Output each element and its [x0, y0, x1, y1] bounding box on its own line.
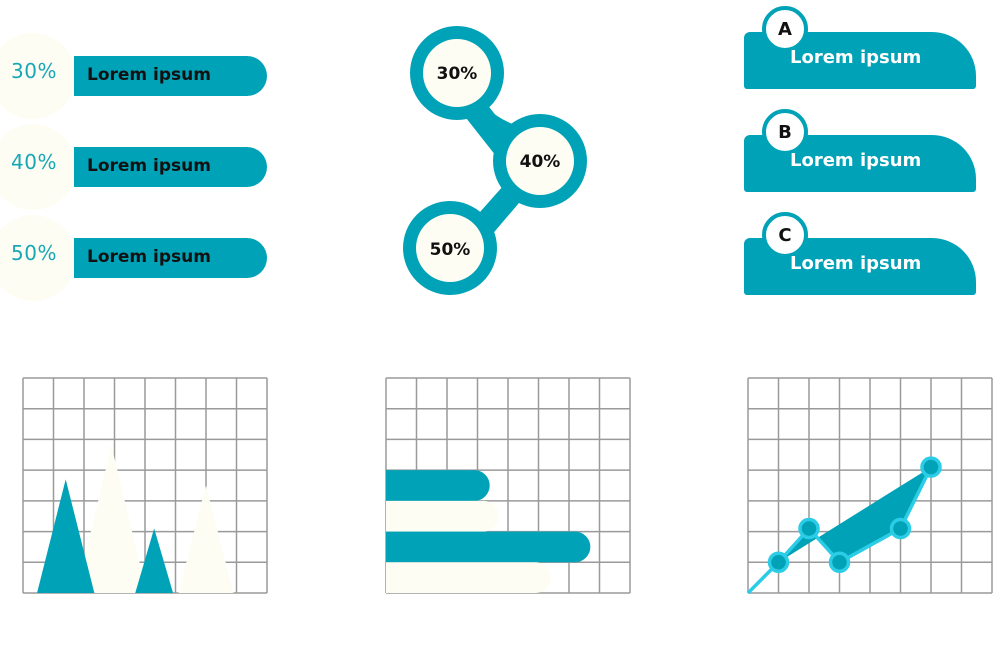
card-label: Lorem ipsum [790, 253, 922, 274]
bar-chart [385, 377, 631, 594]
percent-row: 40% Lorem ipsum [0, 124, 280, 210]
bar [386, 470, 490, 501]
card-b: B Lorem ipsum [744, 109, 976, 192]
percent-row: 30% Lorem ipsum [0, 33, 280, 119]
chain-disc [416, 214, 484, 282]
card-a: A Lorem ipsum [744, 6, 976, 89]
card-badge: A [762, 6, 808, 52]
chain-value: 40% [520, 152, 561, 172]
bar [386, 562, 551, 593]
data-point [889, 517, 912, 540]
data-point [828, 551, 851, 574]
bar [386, 500, 499, 532]
chain-value: 50% [430, 240, 471, 260]
card-label: Lorem ipsum [790, 150, 922, 171]
percent-bar-label: Lorem ipsum [87, 156, 211, 176]
percent-value: 40% [11, 150, 57, 174]
card-letter: C [778, 225, 792, 246]
bar [386, 531, 591, 563]
percent-circle [0, 124, 76, 210]
card-letter: B [778, 122, 792, 143]
data-point [767, 551, 790, 574]
peak-triangle [37, 479, 95, 593]
percent-bar-label: Lorem ipsum [87, 65, 211, 85]
percent-bar: Lorem ipsum [74, 147, 267, 187]
chain-value: 30% [437, 64, 478, 84]
percent-bar-label: Lorem ipsum [87, 247, 211, 267]
percent-value: 50% [11, 241, 57, 265]
card-letter: A [778, 19, 792, 40]
chain-disc [506, 127, 574, 195]
percent-row: 50% Lorem ipsum [0, 215, 280, 301]
peak-triangle [178, 485, 234, 593]
peak-triangle [76, 445, 147, 593]
card-badge: B [762, 109, 808, 155]
percent-bar: Lorem ipsum [74, 56, 267, 96]
chain-disc [423, 39, 491, 107]
peaks-chart [22, 377, 268, 594]
card-label: Lorem ipsum [790, 47, 922, 68]
percent-chain: 30% 40% 50% [403, 26, 587, 295]
card-badge: C [762, 212, 808, 258]
card-c: C Lorem ipsum [744, 212, 976, 295]
percent-circle [0, 33, 76, 119]
percent-circle [0, 215, 76, 301]
peak-triangle [135, 528, 174, 593]
data-point [920, 456, 942, 478]
percent-bar: Lorem ipsum [74, 238, 267, 278]
data-point [798, 517, 820, 540]
line-chart [746, 377, 993, 595]
percent-value: 30% [11, 59, 57, 83]
